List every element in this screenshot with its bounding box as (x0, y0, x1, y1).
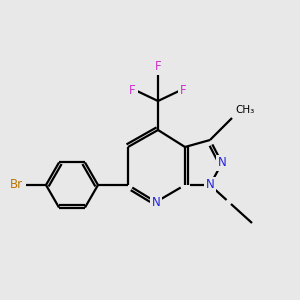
Text: N: N (206, 178, 214, 191)
Text: CH₃: CH₃ (235, 105, 254, 115)
Text: Br: Br (10, 178, 23, 191)
Text: N: N (218, 157, 226, 169)
Text: F: F (129, 85, 136, 98)
Text: F: F (180, 85, 187, 98)
Text: F: F (155, 60, 161, 73)
Text: N: N (152, 196, 160, 208)
